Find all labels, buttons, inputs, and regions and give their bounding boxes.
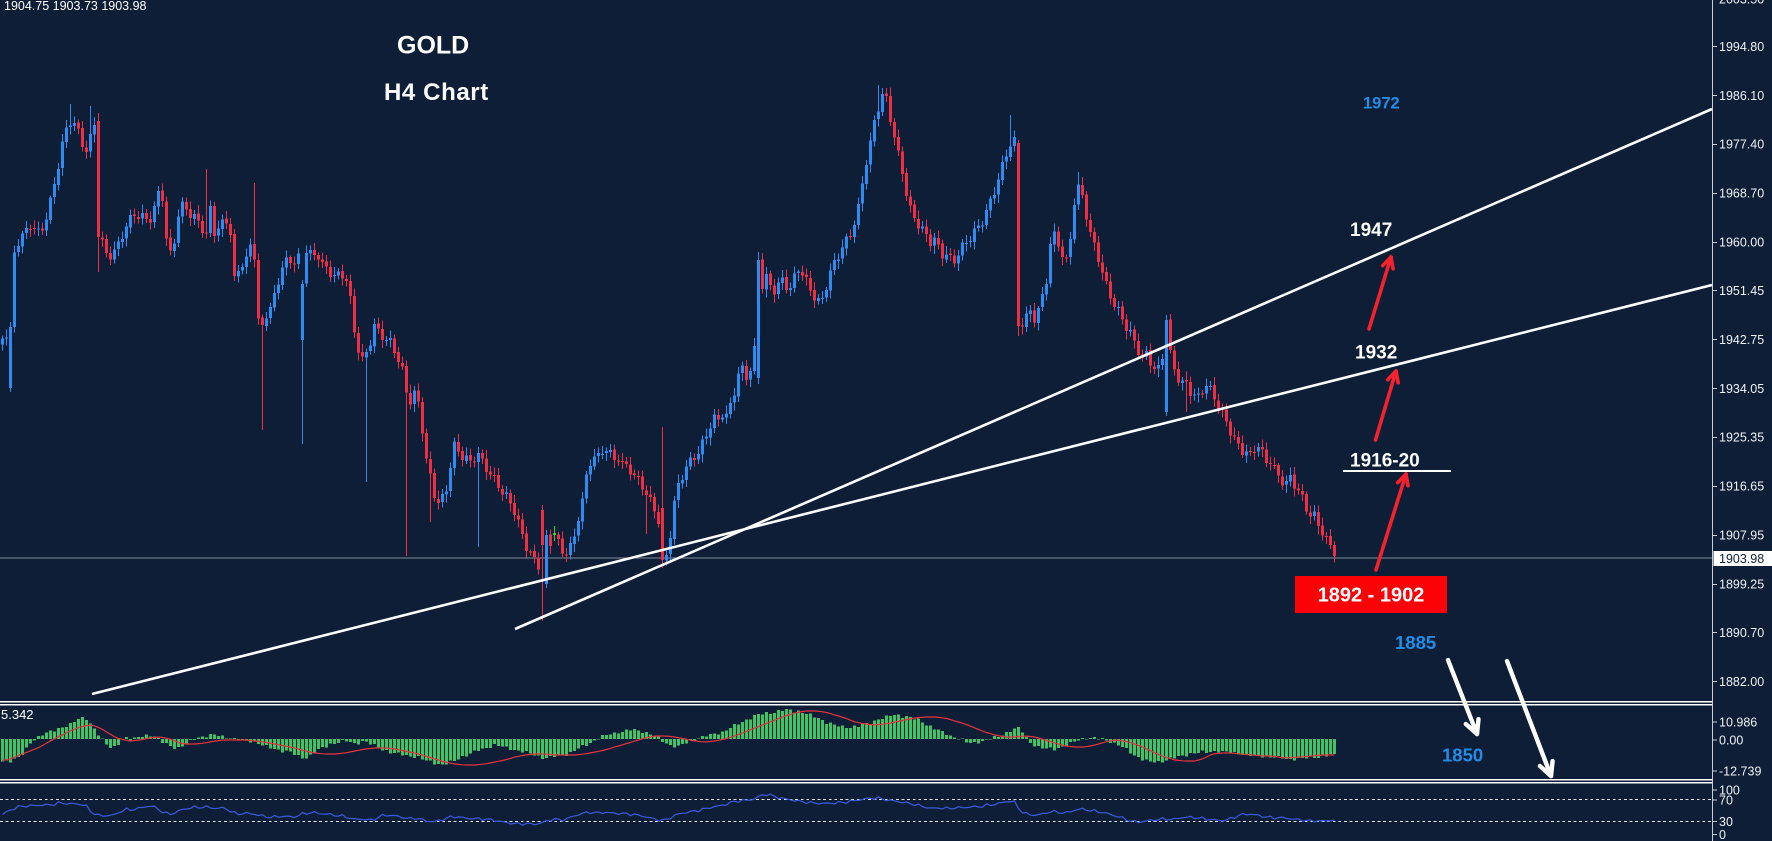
svg-text:-12.739: -12.739 [1719, 764, 1761, 778]
svg-text:1882.00: 1882.00 [1719, 675, 1764, 689]
svg-text:1968.70: 1968.70 [1719, 187, 1764, 201]
svg-text:1994.80: 1994.80 [1719, 40, 1764, 54]
svg-text:1960.00: 1960.00 [1719, 236, 1764, 250]
svg-text:30: 30 [1719, 815, 1733, 829]
svg-text:GOLD: GOLD [397, 32, 469, 60]
svg-text:2003.50: 2003.50 [1719, 0, 1764, 7]
svg-text:100: 100 [1719, 783, 1740, 797]
svg-text:1890.70: 1890.70 [1719, 626, 1764, 640]
svg-text:1907.95: 1907.95 [1719, 529, 1764, 543]
svg-text:1903.98: 1903.98 [1719, 552, 1764, 566]
svg-text:5.342: 5.342 [1, 707, 34, 722]
svg-text:1951.45: 1951.45 [1719, 284, 1764, 298]
svg-text:1947: 1947 [1350, 220, 1392, 241]
svg-text:1977.40: 1977.40 [1719, 138, 1764, 152]
svg-text:1916-20: 1916-20 [1350, 451, 1420, 472]
svg-text:0.00: 0.00 [1719, 733, 1743, 747]
svg-text:1885: 1885 [1395, 632, 1436, 653]
svg-text:70: 70 [1719, 793, 1733, 807]
svg-text:1986.10: 1986.10 [1719, 89, 1764, 103]
svg-text:H4 Chart: H4 Chart [384, 79, 489, 106]
svg-text:1932: 1932 [1355, 343, 1397, 364]
svg-text:1892 - 1902: 1892 - 1902 [1318, 585, 1425, 607]
svg-text:1850: 1850 [1442, 745, 1483, 766]
svg-text:1972: 1972 [1363, 95, 1400, 113]
svg-text:1916.65: 1916.65 [1719, 480, 1764, 494]
svg-text:1934.05: 1934.05 [1719, 382, 1764, 396]
svg-text:1899.25: 1899.25 [1719, 578, 1764, 592]
svg-text:0: 0 [1719, 828, 1726, 841]
svg-text:1942.75: 1942.75 [1719, 333, 1764, 347]
svg-text:1904.75 1903.73 1903.98: 1904.75 1903.73 1903.98 [4, 0, 147, 13]
svg-text:1925.35: 1925.35 [1719, 431, 1764, 445]
svg-text:10.986: 10.986 [1719, 715, 1757, 729]
